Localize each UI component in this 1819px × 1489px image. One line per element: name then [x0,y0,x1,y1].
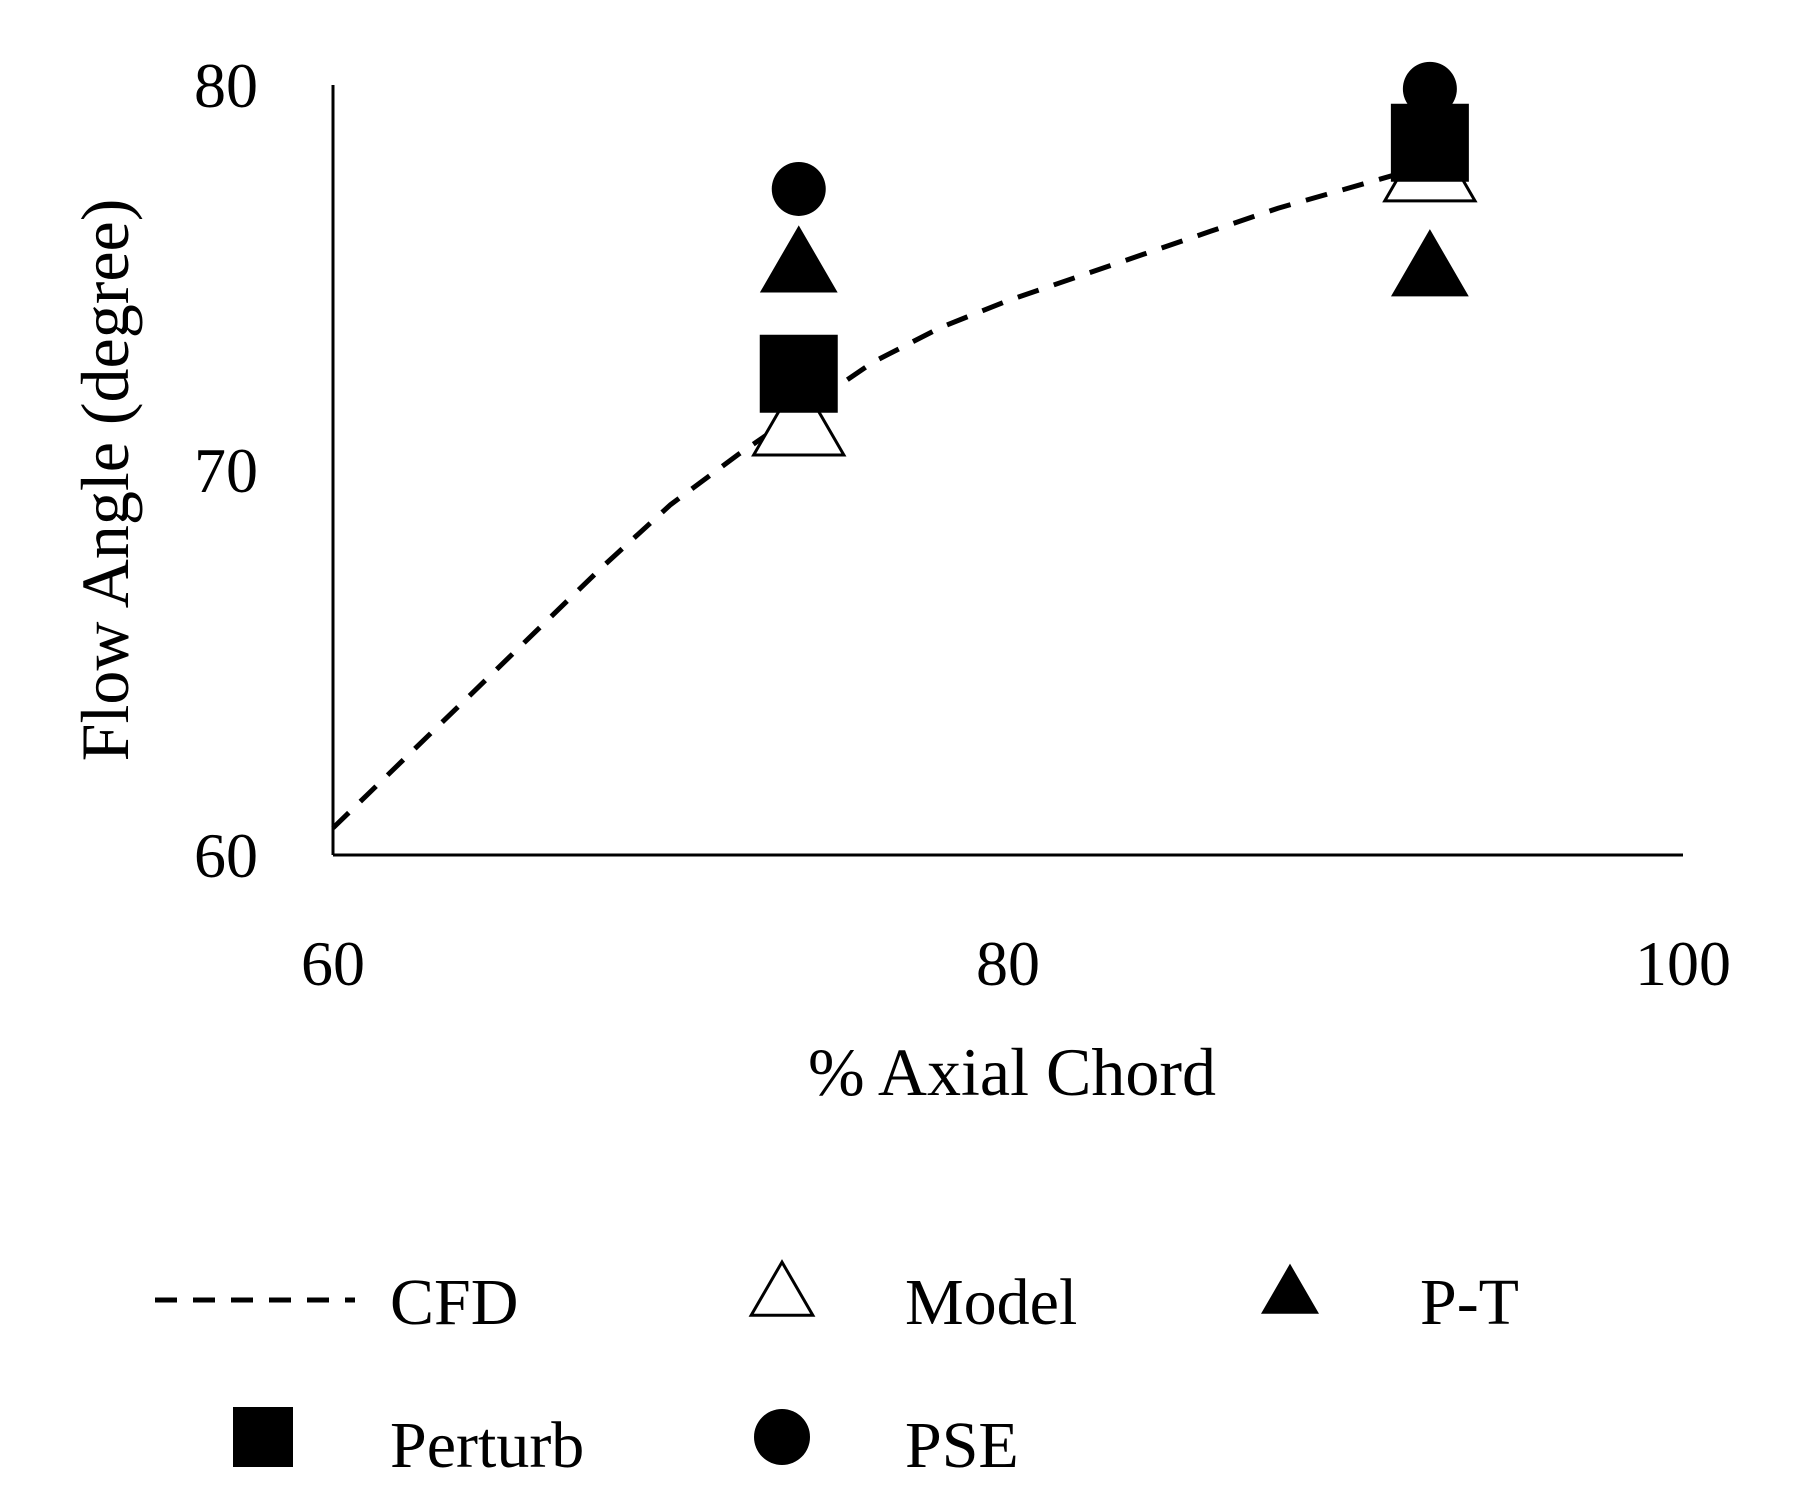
legend-cfd-label: CFD [390,1266,518,1339]
plot-area [331,61,1478,830]
cfd-series-line [331,155,1465,830]
perturb-point [759,334,838,413]
legend-perturb-symbol [233,1407,293,1467]
legend-pse-symbol [754,1409,810,1465]
perturb-point [1390,103,1469,182]
legend-pse-label: PSE [905,1409,1019,1482]
x-axis-title: % Axial Chord [808,1034,1216,1110]
model-point [751,374,847,457]
pse-point [1402,61,1457,116]
legend-p-t-label: P-T [1420,1266,1519,1339]
legend-p-t-symbol [1260,1263,1320,1314]
legend-model-symbol [748,1259,816,1317]
pse-point [771,161,826,216]
legend-model-label: Model [905,1266,1077,1339]
legend-perturb-label: Perturb [390,1409,584,1482]
p-t-point [1390,229,1469,297]
tick-labels: 60 80 100 60 70 80 [194,50,1731,999]
x-tick-label: 100 [1635,928,1731,999]
y-tick-label: 70 [194,435,258,506]
axes [331,85,1683,857]
y-axis-title: Flow Angle (degree) [67,199,143,762]
legend: CFD Model P-T Perturb PSE [155,1259,1519,1482]
x-tick-label: 80 [976,928,1040,999]
y-tick-label: 60 [194,820,258,891]
x-tick-label: 60 [301,928,365,999]
p-t-point [759,225,838,293]
y-tick-label: 80 [194,50,258,121]
